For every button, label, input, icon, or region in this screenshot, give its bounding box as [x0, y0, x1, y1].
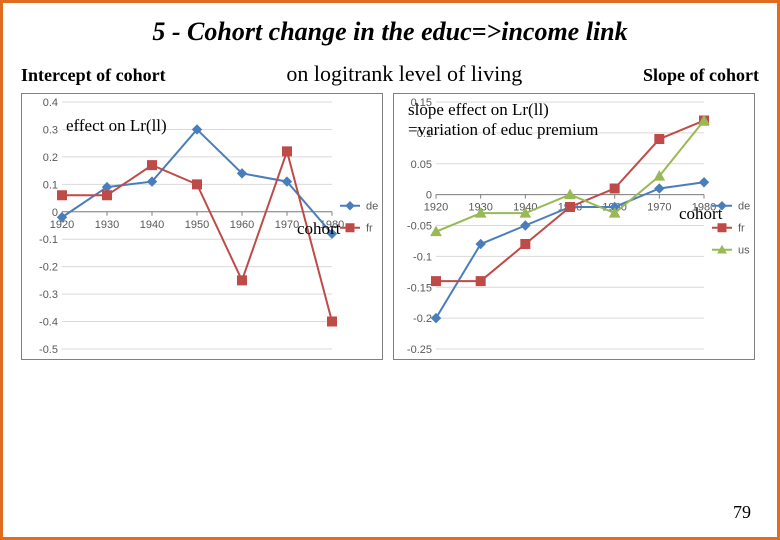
page-number: 79 [733, 502, 751, 523]
slide-title: 5 - Cohort change in the educ=>income li… [3, 17, 777, 47]
svg-text:0.05: 0.05 [411, 159, 432, 171]
left-chart-annotation: effect on Lr(ll) [66, 116, 167, 136]
right-chart-annotation-line1: slope effect on Lr(ll) [408, 100, 549, 120]
svg-text:us: us [738, 245, 750, 257]
right-chart: 0.150.10.050-0.05-0.1-0.15-0.2-0.2519201… [393, 93, 755, 360]
svg-text:-0.1: -0.1 [39, 234, 58, 246]
svg-text:-0.2: -0.2 [413, 313, 432, 325]
svg-text:-0.05: -0.05 [407, 221, 432, 233]
svg-text:-0.15: -0.15 [407, 282, 432, 294]
svg-text:0.3: 0.3 [43, 124, 58, 136]
svg-text:1930: 1930 [95, 219, 119, 231]
svg-text:0.1: 0.1 [43, 179, 58, 191]
subtitle-center: on logitrank level of living [166, 61, 643, 87]
left-chart-xaxis-label: cohort [297, 219, 340, 239]
svg-text:1940: 1940 [140, 219, 164, 231]
svg-text:-0.1: -0.1 [413, 251, 432, 263]
svg-text:-0.3: -0.3 [39, 289, 58, 301]
slide: 5 - Cohort change in the educ=>income li… [0, 0, 780, 540]
svg-text:0: 0 [426, 190, 432, 202]
svg-text:0.2: 0.2 [43, 152, 58, 164]
svg-text:0: 0 [52, 207, 58, 219]
subtitle-row: Intercept of cohort on logitrank level o… [3, 61, 777, 87]
charts-row: 0.4 0.3 0.2 0.1 0 -0.1 -0.2 -0.3 -0.4 -0.5 1920 193… [3, 87, 777, 360]
svg-text:1970: 1970 [647, 202, 671, 214]
svg-text:-0.25: -0.25 [407, 344, 432, 356]
right-chart-xaxis-label: cohort [679, 204, 722, 224]
svg-text:de: de [738, 201, 750, 213]
svg-text:de: de [366, 201, 378, 213]
svg-text:1950: 1950 [185, 219, 209, 231]
svg-text:fr: fr [738, 223, 745, 235]
svg-text:1960: 1960 [230, 219, 254, 231]
svg-text:0.4: 0.4 [43, 97, 58, 109]
right-chart-annotation-line2: =variation of educ premium [408, 120, 598, 140]
svg-text:-0.4: -0.4 [39, 317, 58, 329]
svg-text:1920: 1920 [424, 202, 448, 214]
subtitle-left: Intercept of cohort [21, 65, 166, 86]
svg-text:-0.2: -0.2 [39, 262, 58, 274]
svg-text:1970: 1970 [275, 219, 299, 231]
svg-text:-0.5: -0.5 [39, 344, 58, 356]
svg-text:fr: fr [366, 223, 373, 235]
subtitle-right: Slope of cohort [643, 65, 759, 86]
left-chart: 0.40.30.20.10-0.1-0.2-0.3-0.4-0.51920193… [21, 93, 383, 360]
